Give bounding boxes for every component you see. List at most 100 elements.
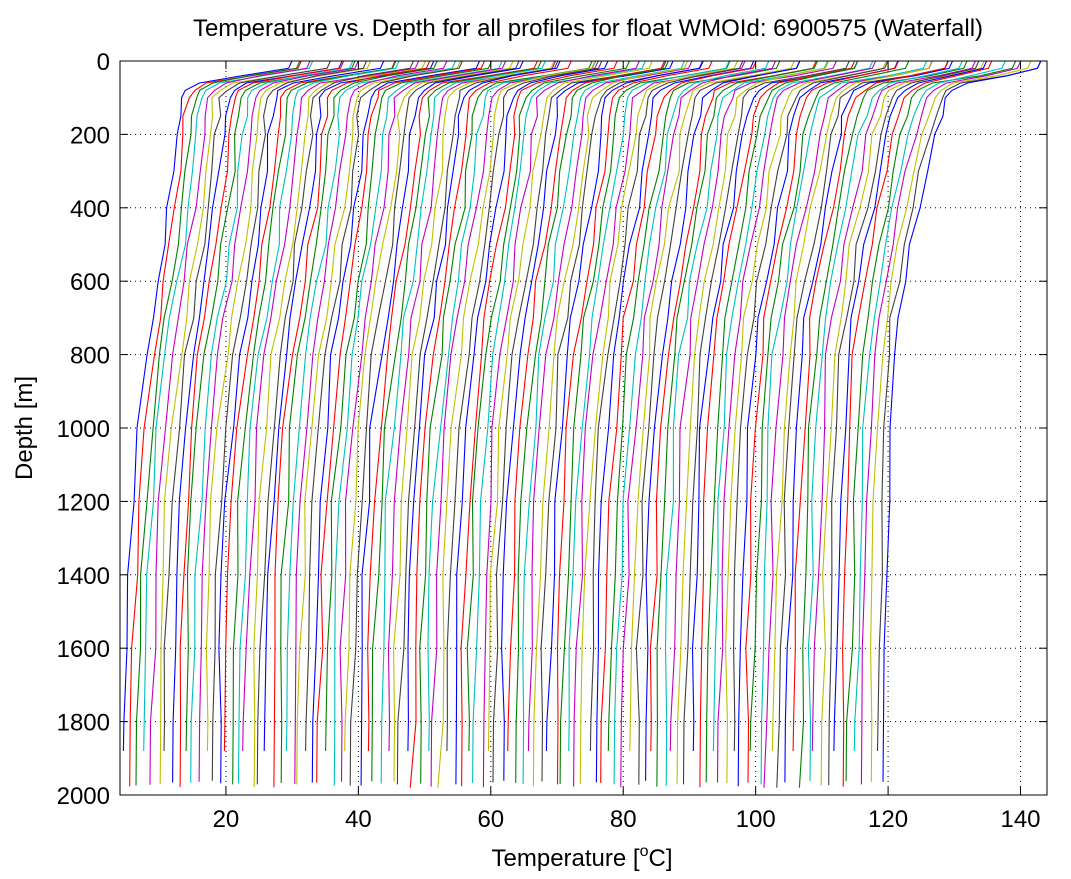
- profile-line: [749, 61, 910, 752]
- profile-line: [682, 61, 850, 785]
- profile-line: [798, 61, 968, 788]
- profile-line: [396, 61, 559, 785]
- profile-line: [149, 61, 311, 785]
- profile-line: [294, 61, 448, 785]
- profile-line: [600, 61, 757, 783]
- y-tick-label: 600: [70, 269, 110, 296]
- profile-line: [273, 61, 431, 788]
- profile-line: [172, 61, 343, 783]
- profile-line: [280, 61, 438, 783]
- profile-lines: [122, 61, 1042, 788]
- profile-line: [482, 61, 640, 788]
- profile-line: [305, 61, 463, 752]
- x-tick-label: 40: [345, 806, 372, 833]
- profile-line: [540, 61, 704, 782]
- y-tick-label: 400: [70, 196, 110, 223]
- profile-line: [691, 61, 859, 752]
- profile-line: [556, 61, 713, 785]
- profile-line: [568, 61, 730, 752]
- profile-line: [807, 61, 963, 782]
- profile-line: [853, 61, 1006, 752]
- y-tick-label: 0: [97, 49, 110, 76]
- profile-line: [595, 61, 755, 783]
- profile-line: [205, 61, 372, 752]
- profile-line: [492, 61, 667, 783]
- profile-line: [427, 61, 597, 752]
- profile-line: [190, 61, 354, 783]
- profile-line: [466, 61, 630, 752]
- profile-line: [311, 61, 481, 783]
- profile-line: [676, 61, 830, 785]
- x-tick-label: 60: [477, 806, 504, 833]
- profile-line: [745, 61, 900, 783]
- profile-line: [256, 61, 414, 785]
- profile-line: [573, 61, 746, 787]
- profile-line: [129, 61, 302, 787]
- profile-line: [705, 61, 859, 783]
- profile-line: [135, 61, 301, 786]
- y-tick-label: 2000: [57, 783, 110, 810]
- y-tick-label: 800: [70, 343, 110, 370]
- profile-line: [360, 61, 524, 786]
- profile-line: [649, 61, 817, 752]
- profile-line: [387, 61, 557, 752]
- profile-line: [716, 61, 877, 783]
- profile-line: [845, 61, 1017, 782]
- profile-line: [842, 61, 993, 787]
- profile-line: [237, 61, 400, 784]
- profile-line: [784, 61, 954, 783]
- profile-line: [223, 61, 396, 752]
- profile-line: [371, 61, 542, 782]
- profile-line: [437, 61, 596, 788]
- profile-line: [579, 61, 738, 785]
- profile-line: [159, 61, 331, 785]
- profile-line: [218, 61, 385, 784]
- profile-line: [820, 61, 985, 786]
- profile-line: [407, 61, 561, 752]
- profile-line: [344, 61, 514, 752]
- axis-tick-labels: 20 40 60 80 100 120 14002004006008001000120014…: [57, 49, 1041, 833]
- profile-line: [771, 61, 933, 752]
- profile-line: [792, 61, 949, 752]
- x-tick-label: 120: [868, 806, 908, 833]
- profile-line: [455, 61, 609, 785]
- profile-line: [487, 61, 653, 752]
- profile-line: [349, 61, 520, 786]
- profile-line: [339, 61, 507, 782]
- profile-line: [776, 61, 949, 788]
- profile-line: [635, 61, 801, 785]
- profile-line: [760, 61, 928, 785]
- profile-line: [532, 61, 689, 787]
- profile-line: [645, 61, 801, 781]
- profile-line: [882, 61, 1042, 782]
- profile-line: [725, 61, 887, 784]
- x-tick-label: 20: [213, 806, 240, 833]
- y-tick-label: 1600: [57, 636, 110, 663]
- x-tick-label: 100: [736, 806, 776, 833]
- profile-line: [870, 61, 1032, 782]
- x-tick-label: 80: [610, 806, 637, 833]
- profile-line: [242, 61, 420, 752]
- profile-line: [828, 61, 980, 786]
- profile-line: [545, 61, 704, 752]
- profile-line: [198, 61, 359, 782]
- profile-line: [737, 61, 899, 787]
- profile-line: [664, 61, 829, 786]
- profile-line: [163, 61, 331, 752]
- profile-line: [409, 61, 572, 788]
- profile-line: [380, 61, 546, 784]
- profile-line: [296, 61, 462, 785]
- profile-line: [527, 61, 693, 752]
- y-axis-label: Depth [m]: [11, 376, 38, 480]
- profile-line: [613, 61, 770, 785]
- y-tick-label: 1400: [57, 563, 110, 590]
- profile-line: [876, 61, 1042, 752]
- profile-line: [733, 61, 889, 752]
- profile-line: [143, 61, 314, 752]
- profile-line: [559, 61, 731, 785]
- y-tick-label: 200: [70, 122, 110, 149]
- profile-line: [656, 61, 819, 787]
- profile-line: [629, 61, 795, 752]
